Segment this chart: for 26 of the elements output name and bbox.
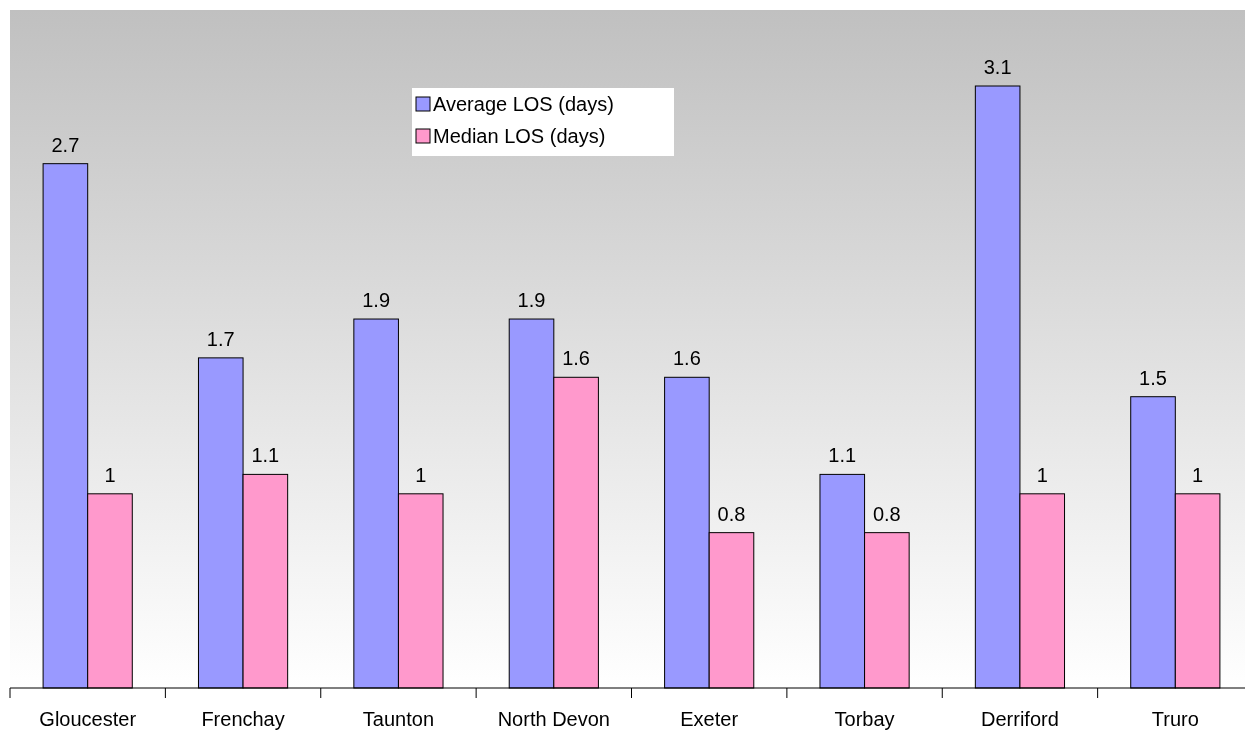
x-tick-label: North Devon — [497, 708, 610, 730]
data-label: 1.9 — [517, 289, 546, 312]
data-label: 1 — [415, 463, 427, 486]
x-tick-label: Torbay — [834, 708, 895, 730]
data-label: 1.1 — [251, 444, 280, 467]
x-tick-label: Derriford — [981, 708, 1059, 730]
data-label: 0.8 — [872, 502, 901, 525]
x-tick-label: Truro — [1151, 708, 1199, 730]
data-label: 0.8 — [717, 502, 746, 525]
data-label: 1.7 — [206, 327, 235, 350]
data-label: 1 — [1192, 463, 1204, 486]
data-label: 3.1 — [983, 56, 1012, 78]
data-label: 1 — [104, 463, 116, 486]
data-label: 1.5 — [1139, 366, 1167, 389]
data-label: 1 — [1036, 463, 1048, 486]
legend-label: Median LOS (days) — [433, 125, 606, 147]
data-label: 1.6 — [672, 347, 701, 370]
data-label: 1.9 — [362, 289, 391, 312]
x-tick-label: Taunton — [362, 708, 435, 730]
x-tick-label: Exeter — [680, 708, 739, 730]
data-label: 1.1 — [828, 444, 857, 467]
x-tick-label: Gloucester — [39, 708, 137, 730]
data-label: 1.6 — [562, 347, 591, 370]
data-label: 2.7 — [51, 133, 80, 156]
x-tick-label: Frenchay — [201, 708, 285, 730]
legend-label: Average LOS (days) — [433, 93, 614, 115]
